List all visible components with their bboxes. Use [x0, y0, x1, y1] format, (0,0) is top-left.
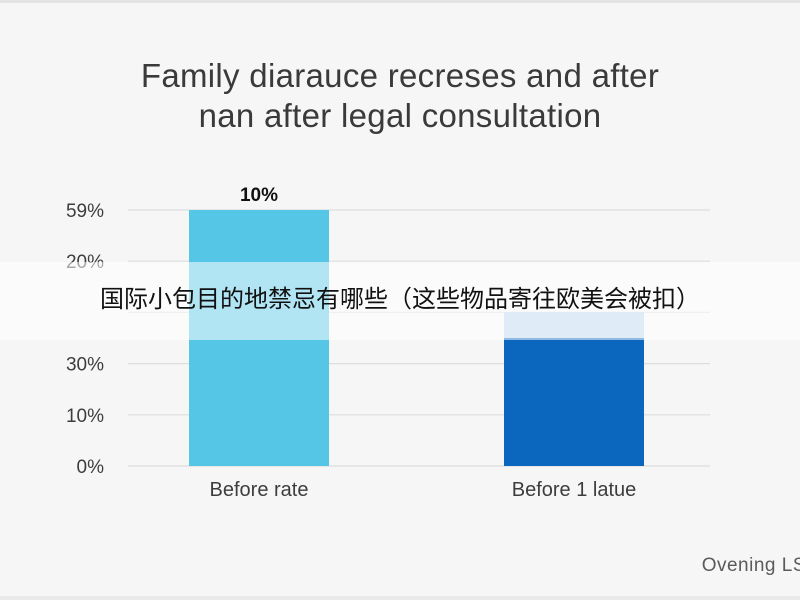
source-note: Ovening LS: [701, 555, 800, 576]
bottom-edge: [0, 596, 800, 600]
y-tick-label: 59%: [66, 201, 104, 222]
chart-title-line-1: Family diarauce recreses and after: [140, 57, 660, 94]
overlay-band: [0, 262, 800, 340]
chart-title: Family diarauce recreses and after nan a…: [0, 56, 800, 136]
y-tick-label: 30%: [66, 355, 104, 376]
top-edge: [0, 0, 800, 3]
y-tick-label: 0%: [77, 457, 105, 478]
category-label: Before rate: [210, 479, 309, 501]
category-labels: Before rate Before 1 latue: [210, 479, 637, 501]
chart-title-line-2: nan after legal consultation: [198, 97, 602, 134]
y-tick-label: 10%: [66, 406, 104, 427]
category-label: Before 1 latue: [512, 479, 637, 501]
data-label: 10%: [240, 185, 278, 206]
bar: [504, 338, 644, 466]
overlay-caption: 国际小包目的地禁忌有哪些（这些物品寄往欧美会被扣）: [100, 286, 700, 313]
